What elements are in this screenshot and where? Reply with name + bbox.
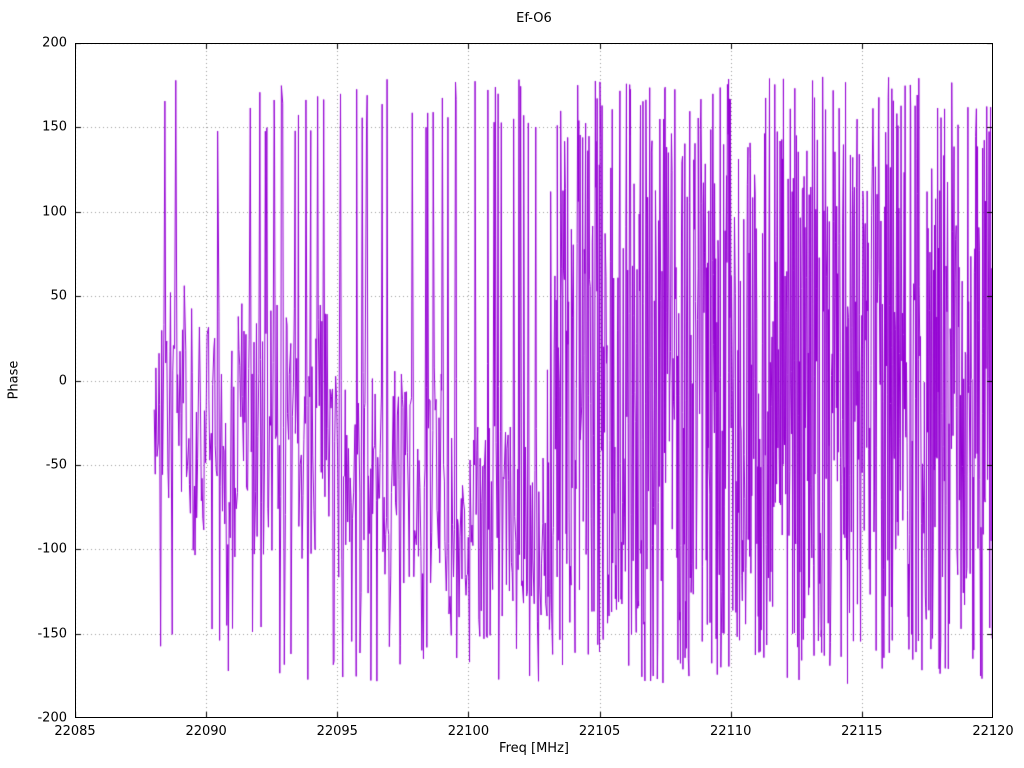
y-tick-label: -150 xyxy=(37,626,67,642)
x-axis-label: Freq [MHz] xyxy=(499,741,569,756)
y-tick-label: 0 xyxy=(58,373,67,388)
y-tick-label: -50 xyxy=(45,457,67,473)
x-tick-label: 22115 xyxy=(841,724,883,739)
y-tick-label: -200 xyxy=(37,710,67,726)
x-tick-label: 22100 xyxy=(447,724,490,739)
y-tick-label: 200 xyxy=(42,35,67,51)
x-tick-label: 22105 xyxy=(578,724,621,739)
plot-area xyxy=(75,43,993,718)
x-tick-label: 22110 xyxy=(710,724,752,739)
y-tick-label: 100 xyxy=(42,204,67,220)
plot-canvas xyxy=(75,43,993,718)
y-tick-label: 50 xyxy=(50,288,67,304)
x-tick-label: 22085 xyxy=(54,724,96,739)
x-tick-label: 22095 xyxy=(316,724,358,739)
y-axis-label: Phase xyxy=(6,360,22,400)
y-tick-label: -100 xyxy=(37,541,67,557)
chart-title: Ef-O6 xyxy=(516,11,552,26)
x-tick-label: 22090 xyxy=(185,724,227,739)
y-tick-label: 150 xyxy=(42,119,67,135)
x-tick-label: 22120 xyxy=(972,724,1014,739)
